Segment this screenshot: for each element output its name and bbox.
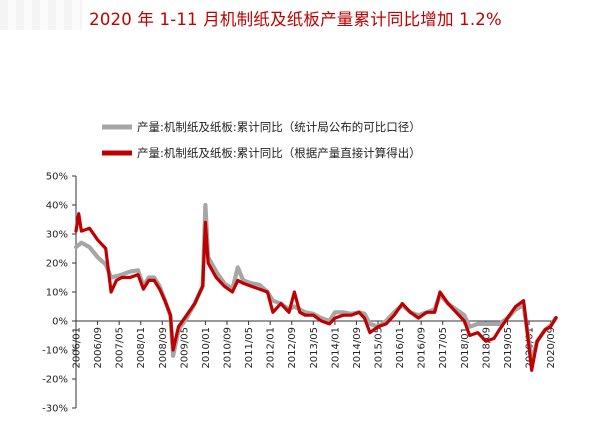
x-tick-label: 2006/09 xyxy=(93,327,104,369)
x-tick-label: 2016/01 xyxy=(395,327,406,369)
x-tick-label: 2018/09 xyxy=(481,327,492,369)
legend-label-gray: 产量:机制纸及纸板:累计同比（统计局公布的可比口径） xyxy=(137,120,421,134)
x-tick-label: 2008/09 xyxy=(158,327,169,369)
y-tick-label: 40% xyxy=(46,201,68,212)
x-tick-label: 2007/05 xyxy=(115,327,126,369)
x-tick-label: 2009/05 xyxy=(179,327,190,369)
y-tick-label: 0% xyxy=(52,317,68,328)
x-tick-label: 2011/05 xyxy=(244,327,255,369)
y-tick-label: -30% xyxy=(42,404,68,415)
x-tick-label: 2008/01 xyxy=(136,327,147,369)
x-tick-label: 2012/09 xyxy=(287,327,298,369)
legend-label-red: 产量:机制纸及纸板:累计同比（根据产量直接计算得出） xyxy=(137,146,421,160)
x-tick-label: 2010/09 xyxy=(223,327,234,369)
x-axis: 2006/01 2006/09 2007/05 2008/01 2008/09 2009/… xyxy=(72,320,557,369)
chart-title: 2020 年 1-11 月机制纸及纸板产量累计同比增加 1.2% xyxy=(89,10,502,29)
x-tick-label: 2018/01 xyxy=(460,327,471,369)
x-tick-label: 2017/05 xyxy=(438,327,449,369)
y-tick-label: 10% xyxy=(46,288,68,299)
x-tick-label: 2016/09 xyxy=(417,327,428,369)
x-tick-label: 2014/09 xyxy=(352,327,363,369)
y-tick-label: -10% xyxy=(42,346,68,357)
y-tick-label: -20% xyxy=(42,375,68,386)
blurred-corner xyxy=(0,0,82,30)
y-tick-label: 50% xyxy=(46,172,68,183)
series-line-red xyxy=(74,212,558,372)
y-axis: -30% -20% -10% 0% 10% 20% 30% 40% 50% xyxy=(42,172,77,415)
x-tick-label: 2013/05 xyxy=(309,327,320,369)
x-tick-label: 2015/05 xyxy=(374,327,385,369)
x-tick-label: 2020/09 xyxy=(546,327,557,369)
legend: 产量:机制纸及纸板:累计同比（统计局公布的可比口径） 产量:机制纸及纸板:累计同… xyxy=(102,120,421,160)
y-tick-label: 20% xyxy=(46,259,68,270)
y-tick-label: 30% xyxy=(46,230,68,241)
x-tick-label: 2006/01 xyxy=(72,327,83,369)
series-group xyxy=(73,202,559,372)
x-tick-label: 2019/05 xyxy=(503,327,514,369)
x-tick-label: 2012/01 xyxy=(266,327,277,369)
x-tick-label: 2010/01 xyxy=(201,327,212,369)
x-tick-label: 2014/01 xyxy=(330,327,341,369)
